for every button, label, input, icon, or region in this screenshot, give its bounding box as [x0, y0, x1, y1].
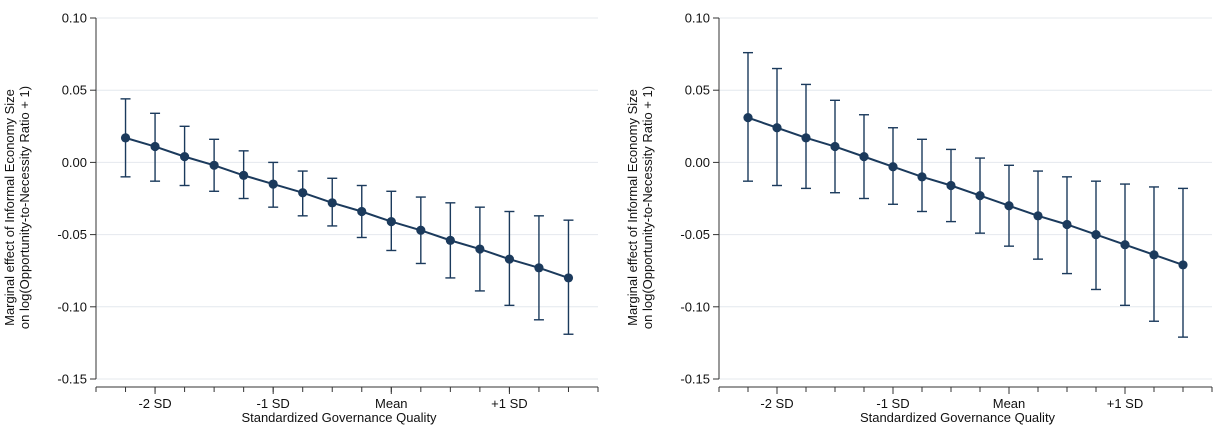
y-axis-title-line-1: Marginal effect of Informal Economy Size — [625, 89, 640, 326]
estimate-line — [125, 136, 569, 279]
estimate-point — [445, 235, 455, 245]
estimate-point — [801, 133, 811, 143]
estimate-point — [327, 198, 337, 208]
estimate-point — [1120, 240, 1130, 250]
x-tick-label: -1 SD — [257, 396, 290, 411]
y-tick-label: -0.15 — [680, 372, 710, 387]
y-tick-label: 0.05 — [685, 83, 710, 98]
y-tick-label: 0.10 — [685, 11, 710, 26]
x-tick-label: -2 SD — [138, 396, 171, 411]
estimate-point — [209, 160, 219, 170]
estimate-point — [563, 273, 574, 283]
estimate-point — [772, 123, 782, 133]
estimate-point — [504, 254, 515, 264]
estimate-point — [743, 113, 753, 123]
estimate-point — [416, 225, 426, 235]
y-axis-title-line-2: on log(Opportunity-to-Necessity Ratio + … — [640, 86, 655, 329]
y-tick-label: 0.00 — [685, 155, 710, 170]
estimate-point — [830, 141, 840, 152]
y-tick-label: -0.10 — [57, 299, 87, 314]
estimate-point — [239, 170, 249, 180]
estimate-point — [946, 180, 956, 191]
y-tick-label: 0.00 — [62, 155, 87, 170]
estimate-point — [298, 188, 308, 198]
estimate-point — [150, 141, 160, 152]
estimate-point — [357, 206, 367, 217]
estimate-point — [975, 191, 985, 201]
chart-panel-2: 0.10 0.05 0.00 -0.05 -0.10 -0.15 -2 SD -1 SD Mea… — [625, 11, 1213, 425]
y-axis-title-line-2: on log(Opportunity-to-Necessity Ratio + … — [17, 86, 32, 329]
estimate-point — [534, 263, 544, 273]
estimate-point — [859, 152, 869, 162]
estimate-point — [917, 172, 927, 182]
x-axis-title: Standardized Governance Quality — [860, 410, 1056, 425]
x-tick-label: -2 SD — [760, 396, 793, 411]
x-axis-title: Standardized Governance Quality — [241, 410, 437, 425]
y-tick-label: 0.05 — [62, 83, 87, 98]
x-tick-label: +1 SD — [491, 396, 528, 411]
chart-panel-1: 0.10 0.05 0.00 -0.05 -0.10 -0.15 -2 SD -1 SD Mea… — [2, 11, 599, 425]
estimate-point — [1178, 260, 1188, 270]
estimate-point — [1004, 201, 1014, 211]
y-axis-title-line-1: Marginal effect of Informal Economy Size — [2, 89, 17, 326]
y-tick-label: 0.10 — [62, 11, 87, 26]
y-tick-label: -0.05 — [57, 227, 87, 242]
estimate-point — [1091, 230, 1101, 240]
y-tick-label: -0.15 — [57, 372, 87, 387]
y-tick-label: -0.10 — [680, 299, 710, 314]
estimate-point — [268, 179, 278, 189]
estimate-point — [179, 152, 190, 162]
x-tick-label: +1 SD — [1107, 396, 1144, 411]
estimate-line — [747, 116, 1184, 266]
estimate-point — [1033, 211, 1043, 221]
y-tick-label: -0.05 — [680, 227, 710, 242]
estimate-point — [888, 162, 898, 172]
estimate-point — [475, 244, 485, 254]
x-tick-label: Mean — [375, 396, 408, 411]
estimate-point — [1149, 250, 1159, 260]
estimate-point — [386, 217, 396, 227]
x-tick-label: Mean — [993, 396, 1026, 411]
estimate-point — [1062, 219, 1072, 230]
estimate-point — [120, 133, 131, 143]
x-tick-label: -1 SD — [876, 396, 909, 411]
